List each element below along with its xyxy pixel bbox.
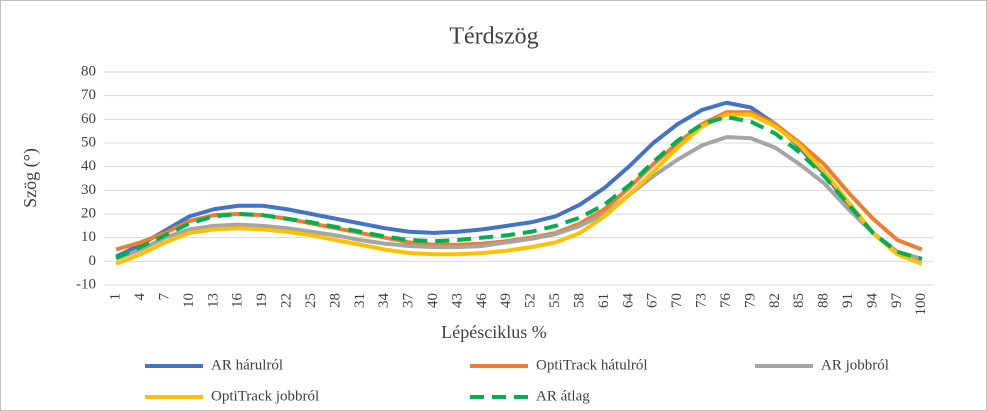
x-tick-label: 67 xyxy=(645,293,661,309)
x-tick-label: 94 xyxy=(864,293,880,309)
x-tick-label: 13 xyxy=(205,293,221,308)
x-tick-label: 55 xyxy=(547,293,563,308)
x-tick-label: 70 xyxy=(669,293,685,308)
x-tick-label: 91 xyxy=(840,293,856,308)
x-tick-label: 61 xyxy=(596,293,612,308)
x-tick-label: 73 xyxy=(694,293,710,308)
y-tick-label: 20 xyxy=(81,205,96,221)
legend-label: AR átlag xyxy=(536,388,590,404)
x-tick-label: 40 xyxy=(425,293,441,308)
x-tick-label: 25 xyxy=(303,293,319,308)
y-tick-label: 60 xyxy=(81,111,96,127)
x-tick-label: 100 xyxy=(913,293,929,316)
x-tick-label: 31 xyxy=(352,293,368,308)
x-tick-label: 85 xyxy=(791,293,807,308)
x-tick-label: 76 xyxy=(718,293,734,309)
x-tick-label: 79 xyxy=(742,293,758,308)
x-tick-label: 34 xyxy=(376,293,392,309)
y-tick-label: 50 xyxy=(81,134,96,150)
legend-label: OptiTrack jobbról xyxy=(211,388,319,404)
y-tick-label: -10 xyxy=(76,276,96,292)
x-tick-label: 19 xyxy=(254,293,270,308)
x-tick-label: 46 xyxy=(474,293,490,309)
series-line xyxy=(115,135,923,261)
x-tick-label: 37 xyxy=(401,293,417,309)
chart-title: Térdszög xyxy=(449,24,538,50)
legend-label: OptiTrack hátulról xyxy=(536,357,648,373)
x-tick-label: 64 xyxy=(620,293,636,309)
x-tick-label: 82 xyxy=(767,293,783,308)
y-tick-label: 10 xyxy=(81,229,96,245)
x-tick-label: 7 xyxy=(156,293,172,301)
y-axis-label: Szög (°) xyxy=(20,148,41,208)
y-tick-label: 40 xyxy=(81,158,96,174)
x-tick-label: 16 xyxy=(230,293,246,309)
x-tick-label: 43 xyxy=(449,293,465,308)
x-tick-label: 49 xyxy=(498,293,514,308)
x-tick-label: 88 xyxy=(816,293,832,308)
legend-label: AR hárulról xyxy=(211,357,283,373)
series-line xyxy=(115,112,923,266)
y-tick-label: 0 xyxy=(89,253,97,269)
x-tick-label: 22 xyxy=(279,293,295,308)
x-tick-label: 10 xyxy=(181,293,197,308)
legend-label: AR jobbról xyxy=(821,357,889,373)
x-tick-label: 28 xyxy=(327,293,343,308)
x-tick-label: 52 xyxy=(523,293,539,308)
x-tick-label: 97 xyxy=(889,293,905,309)
y-tick-label: 70 xyxy=(81,87,96,103)
y-tick-label: 80 xyxy=(81,63,96,79)
y-tick-label: 30 xyxy=(81,182,96,198)
x-tick-label: 4 xyxy=(132,293,148,301)
x-tick-label: 1 xyxy=(108,293,124,301)
x-axis-label: Lépésciklus % xyxy=(441,322,546,342)
series-line xyxy=(115,114,923,261)
x-tick-label: 58 xyxy=(571,293,587,308)
